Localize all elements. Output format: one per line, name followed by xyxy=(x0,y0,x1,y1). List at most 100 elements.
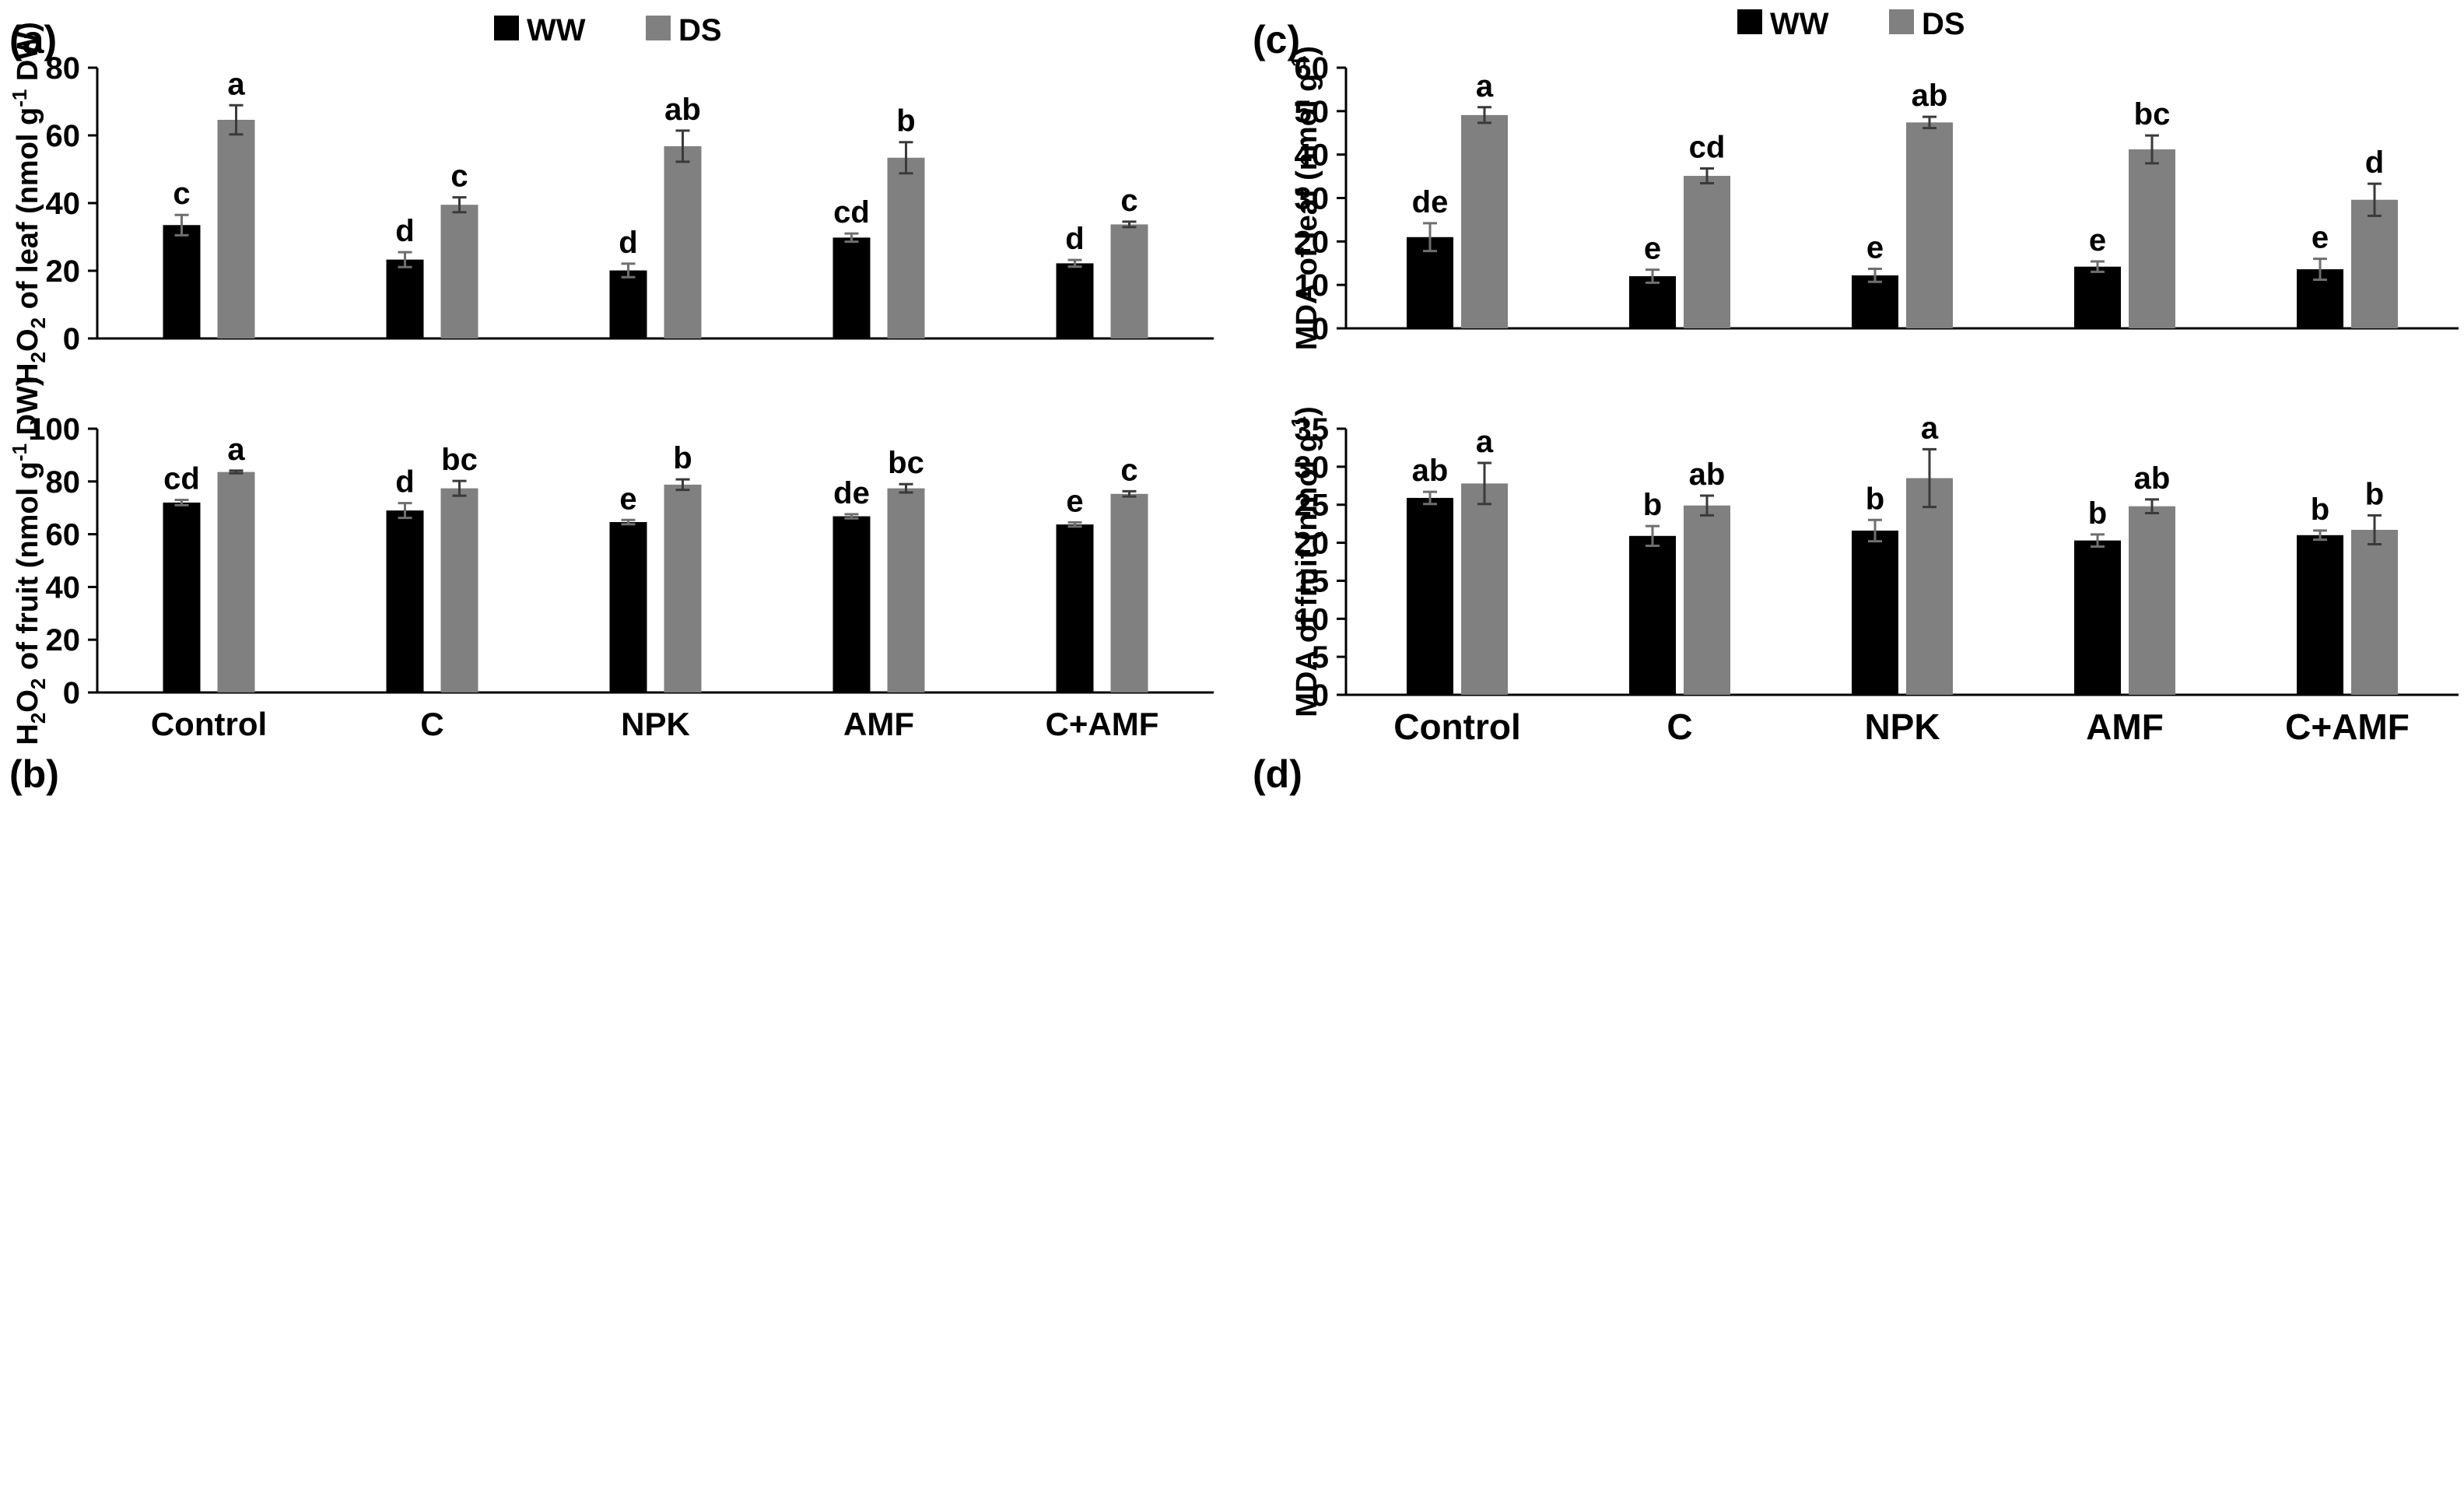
bar-ww xyxy=(2074,540,2121,695)
y-tick-label: 10 xyxy=(1295,268,1330,303)
significance-letter: c xyxy=(1120,184,1137,218)
bar-ds xyxy=(1684,176,1730,328)
y-tick-label: 20 xyxy=(1295,225,1330,259)
significance-letter: bc xyxy=(2134,97,2171,131)
significance-letter: ab xyxy=(1412,454,1449,488)
y-tick-label: 80 xyxy=(46,51,81,86)
bar-ds xyxy=(1461,114,1508,328)
category-label: C xyxy=(420,706,443,742)
bar-ww xyxy=(1056,524,1094,692)
y-tick-label: 60 xyxy=(46,119,81,153)
significance-letter: d xyxy=(1065,222,1084,256)
bar-ww xyxy=(1629,276,1676,328)
y-tick-label: 50 xyxy=(1295,95,1330,129)
y-tick-label: 100 xyxy=(28,412,80,447)
legend-a-ds-swatch xyxy=(646,16,671,40)
significance-letter: ab xyxy=(2134,461,2171,496)
significance-letter: d xyxy=(395,214,414,248)
significance-letter: c xyxy=(173,177,190,211)
y-tick-label: 60 xyxy=(1295,51,1330,86)
category-label: AMF xyxy=(2086,706,2164,747)
y-tick-label: 10 xyxy=(1295,602,1330,636)
panel-label-b: (b) xyxy=(9,752,59,796)
significance-letter: b xyxy=(1866,482,1884,516)
significance-letter: e xyxy=(2312,221,2329,255)
bar-ww xyxy=(609,522,647,692)
significance-letter: ab xyxy=(664,93,701,127)
significance-letter: cd xyxy=(1689,131,1726,165)
y-tick-label: 30 xyxy=(1295,450,1330,485)
significance-letter: bc xyxy=(441,443,478,477)
bar-ww xyxy=(2074,266,2121,328)
bar-ww xyxy=(2297,535,2343,695)
bar-ww xyxy=(1852,530,1898,695)
bar-ww xyxy=(1407,237,1453,328)
y-tick-label: 30 xyxy=(1295,182,1330,216)
bar-ds xyxy=(217,119,255,339)
significance-letter: b xyxy=(2365,477,2384,511)
significance-letter: b xyxy=(2311,493,2329,527)
significance-letter: de xyxy=(833,476,870,510)
significance-letter: c xyxy=(1120,453,1137,487)
significance-letter: a xyxy=(227,67,245,101)
y-tick-label: 60 xyxy=(46,518,81,552)
y-tick-label: 5 xyxy=(1312,640,1329,675)
bar-ds xyxy=(887,488,925,692)
bar-ww xyxy=(386,259,424,338)
y-tick-label: 15 xyxy=(1295,564,1330,598)
significance-letter: b xyxy=(896,104,915,138)
significance-letter: cd xyxy=(163,462,200,496)
y-axis-label: H2O2 of leaf (nmol g-1 DW) xyxy=(8,22,50,384)
bar-ww xyxy=(1852,275,1898,328)
category-label: Control xyxy=(151,706,267,742)
significance-letter: e xyxy=(2089,223,2106,258)
significance-letter: a xyxy=(1921,411,1939,445)
significance-letter: e xyxy=(1066,484,1083,518)
legend-c-ds-label: DS xyxy=(1922,7,1965,41)
bar-ds xyxy=(2351,199,2398,328)
bar-ww xyxy=(163,502,201,692)
bar-ww xyxy=(1056,263,1094,338)
significance-letter: c xyxy=(450,160,468,194)
significance-letter: d xyxy=(619,226,637,260)
category-label: C+AMF xyxy=(1046,706,1159,742)
y-tick-label: 40 xyxy=(46,187,81,221)
y-tick-label: 0 xyxy=(1312,312,1329,346)
legend-a-ww-swatch xyxy=(494,16,519,40)
panel-label-d: (d) xyxy=(1253,752,1302,796)
y-tick-label: 0 xyxy=(1312,678,1329,713)
significance-letter: e xyxy=(619,482,636,516)
y-tick-label: 20 xyxy=(46,623,81,657)
category-label: NPK xyxy=(621,706,690,742)
y-tick-label: 0 xyxy=(63,676,80,710)
legend-a: WW DS xyxy=(494,13,722,47)
legend-a-ww-label: WW xyxy=(527,13,586,47)
y-axis-label: H2O2 of fruit (nmol g-1 DW) xyxy=(8,376,50,745)
significance-letter: a xyxy=(1476,69,1494,103)
bar-ds xyxy=(887,157,925,338)
y-tick-label: 35 xyxy=(1295,412,1330,447)
y-tick-label: 80 xyxy=(46,465,81,500)
y-tick-label: 20 xyxy=(1295,527,1330,561)
significance-letter: b xyxy=(673,441,692,475)
category-label: C xyxy=(1667,706,1692,747)
significance-letter: b xyxy=(2088,496,2107,531)
bar-ww xyxy=(1407,497,1453,695)
bar-ds xyxy=(1684,505,1730,695)
bar-ds xyxy=(2129,149,2175,328)
significance-letter: a xyxy=(1476,425,1494,459)
y-axis-label: MDA of fruit (nmol g-1) xyxy=(1287,406,1323,717)
significance-letter: a xyxy=(227,433,245,467)
y-axis-label: MDA of leaf (nmol g-1) xyxy=(1287,46,1323,350)
y-tick-label: 20 xyxy=(46,254,81,289)
bar-ds xyxy=(1906,122,1953,328)
legend-c-ww-label: WW xyxy=(1770,7,1829,41)
significance-letter: e xyxy=(1644,232,1661,266)
bar-ww xyxy=(386,510,424,692)
bar-ww xyxy=(832,237,871,338)
bar-ds xyxy=(2129,506,2175,695)
significance-letter: de xyxy=(1412,185,1449,219)
